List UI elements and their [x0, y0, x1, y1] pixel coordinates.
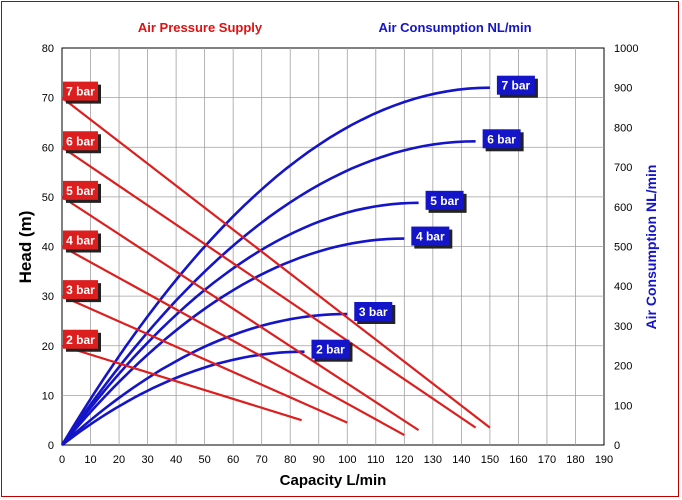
air-curve-2-bar: [61, 350, 305, 447]
head-line-2-bar: [61, 344, 302, 422]
head-line-3-bar: [61, 295, 348, 424]
head-label-6-bar: 6 bar: [66, 134, 95, 148]
air-curve-7-bar: [60, 86, 490, 446]
head-label-6-bar-box: [63, 131, 98, 151]
air-label-2-bar: 2 bar: [316, 343, 345, 357]
right-axis-title: Air Consumption NL/min: [643, 165, 659, 330]
head-label-5-bar-box: [63, 180, 98, 200]
right-tick-label: 300: [614, 321, 632, 333]
x-tick-label: 40: [170, 454, 182, 466]
x-tick-label: 50: [199, 454, 211, 466]
x-tick-label: 90: [313, 454, 325, 466]
x-tick-label: 130: [424, 454, 442, 466]
air-label-4-bar-box: [411, 226, 450, 246]
series-labels: 2 bar 3 bar 4 bar 5 bar 6 bar 7 bar 2 bar 3 bar…: [63, 75, 538, 362]
left-tick-label: 30: [42, 291, 54, 303]
left-axis-title: Head (m): [16, 211, 35, 284]
head-line-6-bar: [61, 146, 477, 429]
air-label-3-bar: 3 bar: [359, 305, 388, 319]
head-label-5-bar: 5 bar: [66, 184, 95, 198]
x-tick-label: 30: [141, 454, 153, 466]
x-axis-ticks: 0 10 20 30 40 50 60 70 80 90 100 110 120 130 140 150 160…: [59, 454, 613, 466]
x-tick-label: 150: [481, 454, 499, 466]
x-tick-label: 20: [113, 454, 125, 466]
right-axis-ticks: 0 100 200 300 400 500 600 700 800 900 1000: [614, 43, 638, 452]
x-tick-label: 80: [284, 454, 296, 466]
left-tick-label: 70: [42, 93, 54, 105]
head-lines: [61, 96, 491, 437]
left-tick-label: 80: [42, 43, 54, 55]
right-tick-label: 700: [614, 162, 632, 174]
head-label-7-bar: 7 bar: [66, 85, 95, 99]
x-tick-label: 100: [338, 454, 356, 466]
x-tick-label: 70: [256, 454, 268, 466]
left-tick-label: 50: [42, 192, 54, 204]
air-label-6-bar-box: [482, 129, 521, 149]
air-curve-3-bar: [61, 312, 348, 446]
right-tick-label: 100: [614, 400, 632, 412]
x-tick-label: 170: [538, 454, 556, 466]
head-label-2-bar: 2 bar: [66, 333, 95, 347]
right-tick-label: 600: [614, 202, 632, 214]
right-tick-label: 0: [614, 440, 620, 452]
left-tick-label: 20: [42, 341, 54, 353]
x-tick-label: 10: [84, 454, 96, 466]
head-label-7-bar-box: [63, 81, 98, 101]
header-air-consumption: Air Consumption NL/min: [378, 20, 531, 35]
x-tick-label: 160: [509, 454, 527, 466]
x-tick-label: 60: [227, 454, 239, 466]
head-label-3-bar-box: [63, 280, 98, 300]
air-consumption-curves: [60, 86, 490, 447]
air-label-2-bar-box: [311, 339, 350, 359]
head-label-4-bar: 4 bar: [66, 234, 95, 248]
x-tick-label: 140: [452, 454, 470, 466]
right-tick-label: 900: [614, 83, 632, 95]
air-label-5-bar: 5 bar: [430, 194, 459, 208]
right-tick-label: 1000: [614, 43, 638, 55]
air-curve-5-bar: [60, 201, 419, 446]
left-tick-label: 0: [48, 440, 54, 452]
right-tick-label: 200: [614, 361, 632, 373]
air-label-7-bar: 7 bar: [502, 79, 531, 93]
header-air-pressure-supply: Air Pressure Supply: [138, 20, 263, 35]
air-label-7-bar-box: [496, 75, 535, 95]
air-label-5-bar-box: [425, 190, 464, 210]
head-line-7-bar: [61, 96, 491, 429]
air-label-6-bar: 6 bar: [487, 132, 516, 146]
x-axis-title: Capacity L/min: [280, 472, 387, 489]
x-tick-label: 120: [395, 454, 413, 466]
head-line-5-bar: [61, 195, 420, 432]
head-label-2-bar-box: [63, 329, 98, 349]
left-tick-label: 40: [42, 242, 54, 254]
x-tick-label: 0: [59, 454, 65, 466]
right-tick-label: 500: [614, 242, 632, 254]
left-tick-label: 60: [42, 142, 54, 154]
x-tick-label: 110: [367, 454, 385, 466]
air-curve-4-bar: [61, 237, 405, 446]
air-label-3-bar-box: [354, 301, 393, 321]
air-curve-6-bar: [60, 140, 476, 446]
left-axis-ticks: 0 10 20 30 40 50 60 70 80: [42, 43, 54, 452]
head-label-4-bar-box: [63, 230, 98, 250]
air-label-4-bar: 4 bar: [416, 230, 445, 244]
right-tick-label: 800: [614, 122, 632, 134]
right-tick-label: 400: [614, 281, 632, 293]
left-tick-label: 10: [42, 390, 54, 402]
head-label-3-bar: 3 bar: [66, 283, 95, 297]
x-tick-label: 190: [595, 454, 613, 466]
x-tick-label: 180: [566, 454, 584, 466]
head-line-4-bar: [61, 245, 405, 437]
